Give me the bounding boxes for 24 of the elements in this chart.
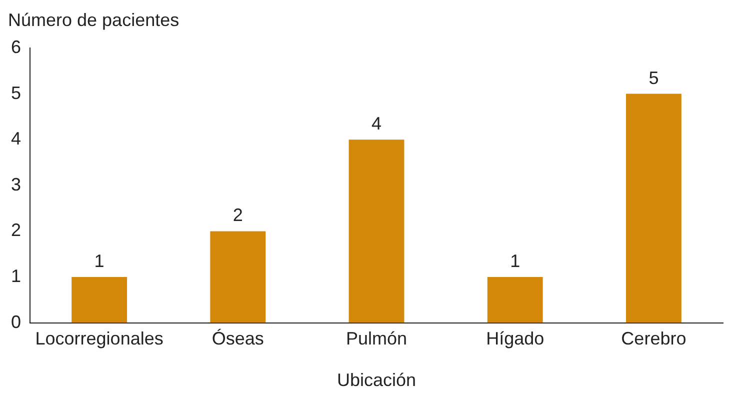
- y-tick-label: 6: [10, 36, 22, 57]
- y-tick-label: 2: [10, 220, 22, 240]
- y-axis-title: Número de pacientes: [8, 10, 180, 30]
- x-tick-label: Cerebro: [621, 328, 686, 349]
- y-tick-label: 4: [10, 128, 22, 149]
- bar: [626, 94, 682, 323]
- x-tick-label: Hígado: [486, 328, 544, 349]
- bar: [210, 231, 266, 323]
- x-axis-title: Ubicación: [336, 370, 416, 390]
- y-tick-label: 1: [10, 266, 22, 286]
- y-tick-label: 5: [10, 82, 22, 103]
- bar: [487, 277, 543, 323]
- data-label: 1: [94, 250, 104, 271]
- data-label: 1: [510, 250, 520, 271]
- x-tick-label: Locorregionales: [35, 328, 164, 349]
- data-label: 5: [648, 68, 659, 88]
- bar: [72, 277, 128, 323]
- x-tick-label: Pulmón: [346, 328, 408, 349]
- y-tick-label: 3: [10, 174, 22, 194]
- data-label: 4: [372, 114, 382, 134]
- y-tick-label: 0: [10, 312, 22, 332]
- data-label: 2: [232, 205, 243, 226]
- x-tick-label: Óseas: [212, 328, 264, 349]
- bar: [348, 140, 404, 323]
